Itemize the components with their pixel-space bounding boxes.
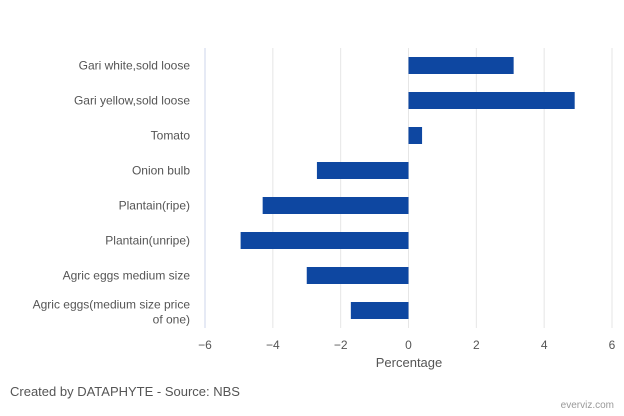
bar[interactable]	[240, 232, 409, 249]
category-label: Plantain(unripe)	[105, 234, 190, 248]
bar[interactable]	[316, 162, 409, 179]
category-label: Agric eggs medium size	[63, 269, 191, 283]
category-labels: Gari white,sold loose Gari yellow,sold lo…	[33, 59, 191, 327]
footer-brand[interactable]: everviz.com	[560, 400, 614, 411]
bar[interactable]	[262, 197, 409, 214]
bars	[240, 57, 575, 319]
x-tick-label: 6	[609, 338, 616, 352]
category-label: Gari yellow,sold loose	[74, 94, 190, 108]
bar[interactable]	[306, 267, 409, 284]
x-tick-label: −6	[198, 338, 212, 352]
bar-chart: Gari white,sold loose Gari yellow,sold lo…	[33, 48, 616, 370]
x-tick-label: 2	[473, 338, 480, 352]
bar[interactable]	[408, 127, 423, 144]
x-tick-label: 4	[541, 338, 548, 352]
x-axis-tick-labels: −6 −4 −2 0 2 4 6	[198, 338, 616, 352]
x-tick-label: −2	[334, 338, 348, 352]
category-label: Tomato	[151, 129, 191, 143]
x-tick-label: 0	[405, 338, 412, 352]
category-label: Onion bulb	[132, 164, 190, 178]
x-tick-label: −4	[266, 338, 280, 352]
footer-credit: Created by DATAPHYTE - Source: NBS	[10, 384, 240, 399]
grid-lines	[204, 48, 613, 328]
category-label: Agric eggs(medium size price of one)	[33, 298, 191, 327]
bar[interactable]	[408, 92, 575, 109]
bar[interactable]	[408, 57, 514, 74]
category-label: Plantain(ripe)	[119, 199, 190, 213]
x-axis-title: Percentage	[376, 355, 443, 370]
bar[interactable]	[350, 302, 409, 319]
category-label: Gari white,sold loose	[79, 59, 191, 73]
